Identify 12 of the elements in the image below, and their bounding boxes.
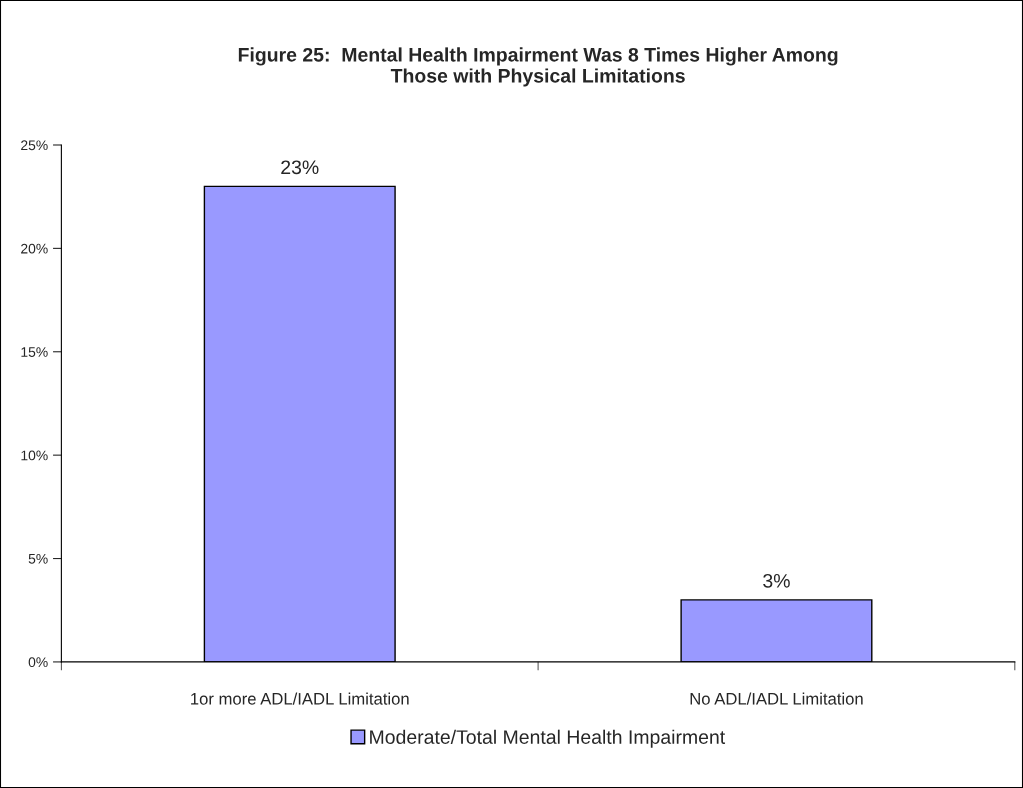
y-tick-label: 15% (21, 347, 48, 357)
x-tick-label: 1or more ADL/IADL Limitation (191, 692, 409, 705)
data-label: 23% (281, 160, 319, 175)
y-tick-label: 20% (21, 243, 48, 254)
legend-label: Moderate/Total Mental Health Impairment (370, 729, 726, 748)
data-label: 3% (763, 573, 790, 588)
chart-title: Figure 25: Mental Health Impairment Was 8 Times Higher Among Those with Physical Limitations (238, 47, 838, 87)
x-tick-label: No ADL/IADL Limitation (690, 692, 863, 705)
y-tick-label: 10% (21, 450, 48, 461)
y-tick-label: 5% (28, 553, 48, 564)
y-tick-label: 0% (28, 657, 48, 668)
y-tick-label: 25% (21, 140, 48, 151)
